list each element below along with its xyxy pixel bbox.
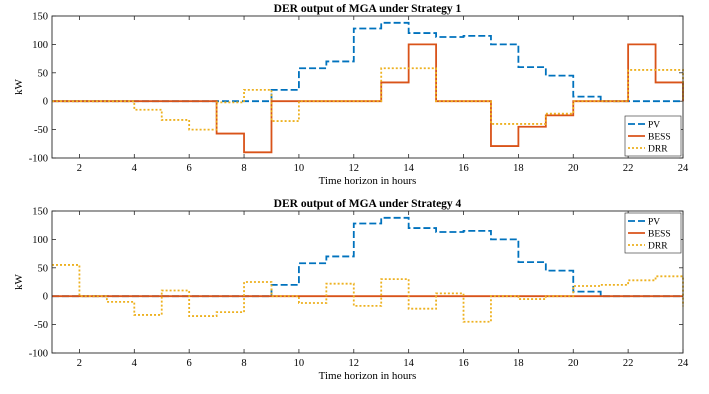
x-tick-label: 14 [403, 163, 414, 174]
x-tick-label: 2 [77, 358, 82, 369]
x-axis-label: Time horizon in hours [319, 370, 417, 382]
x-tick-label: 4 [132, 358, 138, 369]
series-line-bess [52, 43, 684, 154]
x-tick-label: 12 [349, 163, 360, 174]
y-tick-label: 100 [32, 235, 48, 246]
y-tick-label: -100 [29, 349, 48, 360]
y-tick-label: -100 [29, 154, 48, 165]
y-tick-label: 50 [38, 263, 49, 274]
plot-area [52, 211, 683, 353]
x-tick-label: 24 [678, 163, 689, 174]
y-tick-label: 100 [32, 40, 48, 51]
x-tick-label: 24 [678, 358, 689, 369]
y-tick-label: -50 [34, 125, 48, 136]
x-axis-label: Time horizon in hours [319, 175, 417, 187]
legend-label-drr: DRR [648, 144, 668, 154]
chart-panel-1: DER output of MGA under Strategy 12 4 6 8 10… [13, 3, 689, 187]
chart-title: DER output of MGA under Strategy 1 [274, 3, 462, 15]
legend: PV BESS DRR [624, 212, 682, 254]
x-tick-label: 16 [458, 163, 469, 174]
legend-label-bess: BESS [648, 229, 671, 239]
x-tick-label: 22 [623, 163, 634, 174]
x-tick-label: 6 [187, 163, 192, 174]
y-axis-label: kW [13, 273, 25, 290]
legend-label-bess: BESS [648, 132, 671, 142]
y-tick-label: 150 [32, 207, 48, 218]
x-tick-label: 18 [513, 163, 524, 174]
y-tick-label: -50 [34, 320, 48, 331]
x-tick-label: 22 [623, 358, 634, 369]
y-tick-label: 150 [32, 12, 48, 23]
legend-label-pv: PV [648, 217, 660, 227]
x-tick-label: 10 [294, 163, 305, 174]
x-tick-label: 20 [568, 163, 579, 174]
x-tick-label: 4 [132, 163, 138, 174]
legend-label-pv: PV [648, 120, 660, 130]
y-tick-label: 0 [43, 97, 48, 108]
legend: PV BESS DRR [624, 115, 682, 157]
x-tick-label: 8 [241, 163, 246, 174]
series-line-drr [52, 264, 684, 323]
x-tick-label: 12 [349, 358, 360, 369]
chart-panel-2: DER output of MGA under Strategy 42 4 6 8 10… [13, 198, 689, 382]
x-tick-label: 14 [403, 358, 414, 369]
plot-area [52, 16, 683, 158]
x-tick-label: 18 [513, 358, 524, 369]
axes-box [51, 15, 684, 159]
x-tick-label: 2 [77, 163, 82, 174]
chart-title: DER output of MGA under Strategy 4 [274, 198, 462, 210]
x-tick-label: 6 [187, 358, 192, 369]
x-tick-label: 8 [241, 358, 246, 369]
x-tick-label: 20 [568, 358, 579, 369]
y-tick-label: 0 [43, 292, 48, 303]
y-tick-label: 50 [38, 68, 49, 79]
legend-label-drr: DRR [648, 241, 668, 251]
axes-box [51, 210, 684, 354]
series-line-drr [52, 67, 684, 131]
x-tick-label: 10 [294, 358, 305, 369]
x-tick-label: 16 [458, 358, 469, 369]
y-axis-label: kW [13, 78, 25, 95]
